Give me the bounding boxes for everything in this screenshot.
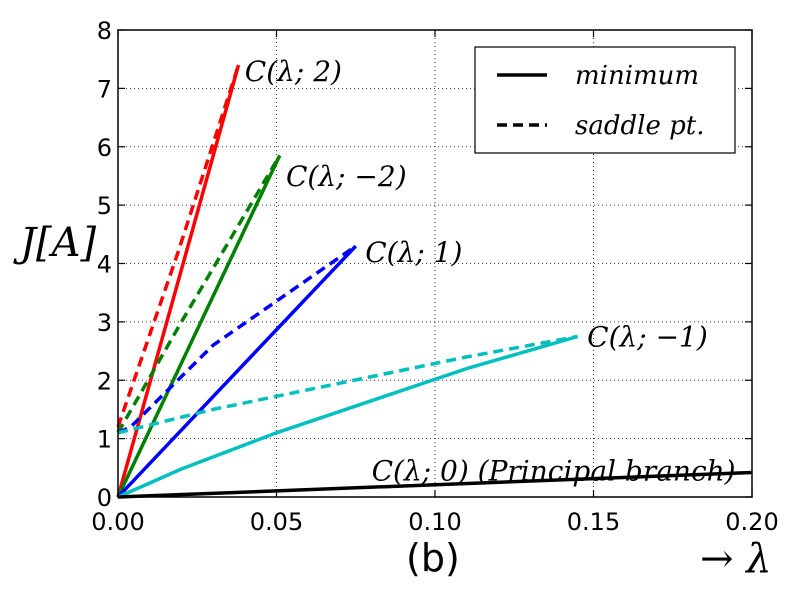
curve-annotation: C(λ; −2) bbox=[286, 160, 407, 193]
axis-ticks: 0.00 0.05 0.10 0.15 0.20 0 1 2 3 4 5 6 7 8 bbox=[91, 17, 778, 536]
y-tick-label: 8 bbox=[97, 17, 112, 45]
series-line bbox=[116, 154, 282, 498]
y-tick-label: 6 bbox=[97, 134, 112, 162]
curve-annotation: C(λ; 0) (Principal branch) bbox=[372, 455, 736, 488]
x-axis-label: → λ bbox=[700, 536, 772, 582]
curve-annotation: C(λ; 1) bbox=[365, 236, 462, 269]
y-tick-label: 2 bbox=[97, 367, 112, 395]
y-tick-label: 1 bbox=[97, 426, 112, 454]
y-axis-label: J[A] bbox=[13, 220, 97, 266]
series-line bbox=[117, 244, 357, 435]
curve-annotation: C(λ; −1) bbox=[587, 320, 708, 353]
x-tick-label: 0.00 bbox=[91, 508, 144, 536]
series-line bbox=[116, 64, 241, 428]
y-tick-label: 4 bbox=[97, 251, 112, 279]
x-tick-label: 0.05 bbox=[250, 508, 303, 536]
series-line bbox=[117, 334, 579, 499]
series-line bbox=[117, 334, 578, 435]
legend-box bbox=[474, 46, 736, 154]
x-tick-label: 0.15 bbox=[567, 508, 620, 536]
y-tick-label: 3 bbox=[97, 309, 112, 337]
y-tick-label: 0 bbox=[97, 484, 112, 512]
series-line bbox=[116, 244, 358, 499]
legend: minimum saddle pt. bbox=[474, 46, 736, 154]
y-tick-label: 7 bbox=[97, 75, 112, 103]
legend-label: saddle pt. bbox=[575, 111, 704, 141]
figure-caption: (b) bbox=[406, 536, 460, 580]
x-tick-label: 0.10 bbox=[408, 508, 461, 536]
series-line bbox=[116, 154, 282, 434]
legend-label: minimum bbox=[575, 61, 699, 91]
series-line bbox=[117, 470, 753, 499]
y-tick-label: 5 bbox=[97, 192, 112, 220]
annotations: C(λ; 2) C(λ; −2) C(λ; 1) C(λ; −1) C(λ; 0) (P… bbox=[245, 55, 736, 488]
x-tick-label: 0.20 bbox=[725, 508, 778, 536]
series-line bbox=[116, 64, 241, 498]
series-lines bbox=[116, 64, 753, 499]
curve-annotation: C(λ; 2) bbox=[245, 55, 342, 88]
